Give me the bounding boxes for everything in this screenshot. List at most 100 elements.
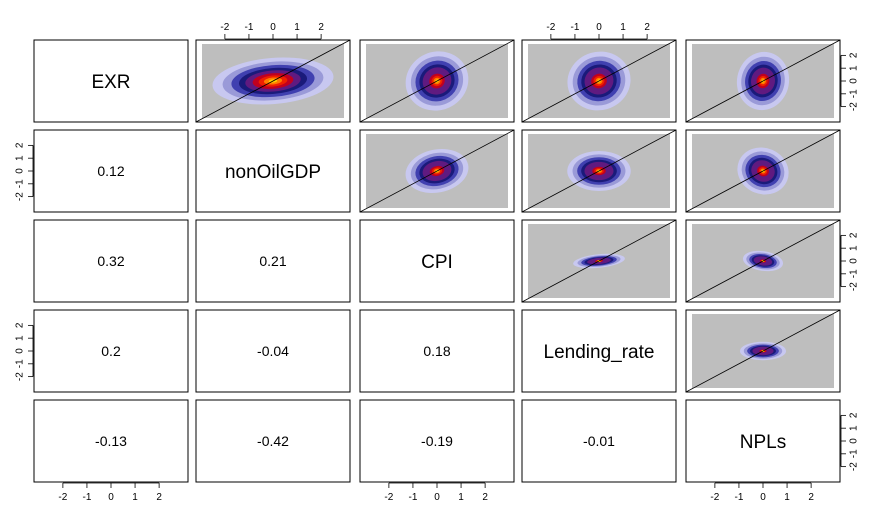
x-tick-label: 0 [596, 22, 602, 33]
density-panel-nonOilGDP-CPI [360, 130, 514, 212]
y-tick-label: 2 [849, 52, 860, 58]
x-tick-label: -2 [384, 492, 393, 503]
panel-border [359, 39, 515, 123]
x-tick-label: -2 [710, 492, 719, 503]
correlation-value: 0.21 [259, 253, 286, 269]
y-tick-label: 2 [849, 412, 860, 418]
density-panel-CPI-NPLs [686, 220, 840, 302]
correlation-value: 0.18 [423, 343, 450, 359]
x-axis: -2 -1 0 1 2 [384, 482, 488, 503]
y-tick-label: 0 [15, 168, 26, 174]
x-axis: -2 -1 0 1 2 [58, 482, 162, 503]
y-axis: -2 -1 0 1 2 [840, 52, 860, 111]
panel-border [521, 309, 677, 393]
x-tick-label: 0 [434, 492, 440, 503]
y-tick-label: -1 [849, 89, 860, 98]
y-tick-label: -2 [15, 372, 26, 381]
reference-line [360, 40, 514, 122]
y-tick-label: 0 [15, 348, 26, 354]
x-tick-label: -1 [734, 492, 743, 503]
panel-border [33, 219, 189, 303]
x-tick-label: -2 [220, 22, 229, 33]
y-axis: -2 -1 0 1 2 [840, 232, 860, 291]
panel-border [33, 309, 189, 393]
x-tick-label: 1 [294, 22, 300, 33]
reference-line [686, 40, 840, 122]
y-tick-label: 1 [849, 245, 860, 251]
x-tick-label: 1 [132, 492, 138, 503]
panel-border [685, 399, 841, 483]
y-tick-label: 2 [15, 322, 26, 328]
panel-border [195, 309, 351, 393]
y-axis: -2 -1 0 1 2 [15, 322, 34, 381]
y-tick-label: 0 [849, 78, 860, 84]
reference-line [522, 40, 676, 122]
x-tick-label: -2 [58, 492, 67, 503]
variable-label: Lending_rate [544, 342, 655, 363]
reference-line [196, 40, 350, 122]
panel-border [359, 399, 515, 483]
correlation-value: 0.32 [97, 253, 124, 269]
panel-border [521, 129, 677, 213]
panel-border [359, 129, 515, 213]
correlation-value: 0.2 [101, 343, 121, 359]
x-tick-label: 2 [644, 22, 650, 33]
density-panel-Lending_rate-NPLs [686, 310, 840, 392]
x-tick-label: 2 [482, 492, 488, 503]
y-axis: -2 -1 0 1 2 [840, 412, 860, 471]
panel-border [359, 219, 515, 303]
x-tick-label: -1 [408, 492, 417, 503]
reference-line [522, 220, 676, 302]
correlation-value: 0.12 [97, 163, 124, 179]
panel-border [685, 129, 841, 213]
y-tick-label: 0 [849, 258, 860, 264]
reference-line [360, 130, 514, 212]
x-axis: -2 -1 0 1 2 [546, 22, 650, 40]
panel-border [195, 399, 351, 483]
density-panel-EXR-nonOilGDP [196, 40, 350, 122]
correlation-value: -0.13 [95, 433, 127, 449]
correlation-value: -0.04 [257, 343, 289, 359]
x-tick-label: 2 [156, 492, 162, 503]
x-axis: -2 -1 0 1 2 [220, 22, 324, 40]
y-tick-label: 1 [15, 335, 26, 341]
panel-border [195, 39, 351, 123]
density-panel-EXR-NPLs [686, 40, 840, 122]
y-tick-label: 2 [15, 142, 26, 148]
variable-label: CPI [421, 252, 453, 273]
panel-border [685, 39, 841, 123]
density-panel-EXR-Lending_rate [522, 40, 676, 122]
variable-label: NPLs [740, 432, 786, 453]
x-tick-label: 1 [784, 492, 790, 503]
y-tick-label: -1 [849, 449, 860, 458]
reference-line [686, 220, 840, 302]
panel-border [685, 219, 841, 303]
density-panel-nonOilGDP-Lending_rate [522, 130, 676, 212]
y-tick-label: 2 [849, 232, 860, 238]
y-tick-label: 1 [15, 155, 26, 161]
panel-border [521, 219, 677, 303]
x-axis: -2 -1 0 1 2 [710, 482, 814, 503]
reference-line [686, 310, 840, 392]
x-tick-label: 0 [108, 492, 114, 503]
density-panel-EXR-CPI [360, 40, 514, 122]
x-tick-label: -1 [570, 22, 579, 33]
density-panel-nonOilGDP-NPLs [686, 130, 840, 212]
y-tick-label: -1 [15, 179, 26, 188]
x-tick-label: 1 [458, 492, 464, 503]
x-tick-label: 0 [270, 22, 276, 33]
panel-border [33, 39, 189, 123]
y-tick-label: -1 [15, 359, 26, 368]
y-tick-label: -2 [849, 282, 860, 291]
x-tick-label: 2 [808, 492, 814, 503]
y-tick-label: -2 [849, 462, 860, 471]
panel-border [685, 309, 841, 393]
panel-border [195, 129, 351, 213]
panel-border [33, 399, 189, 483]
y-tick-label: -2 [849, 102, 860, 111]
x-tick-label: 1 [620, 22, 626, 33]
y-tick-label: -1 [849, 269, 860, 278]
x-tick-label: 0 [760, 492, 766, 503]
correlation-value: -0.42 [257, 433, 289, 449]
